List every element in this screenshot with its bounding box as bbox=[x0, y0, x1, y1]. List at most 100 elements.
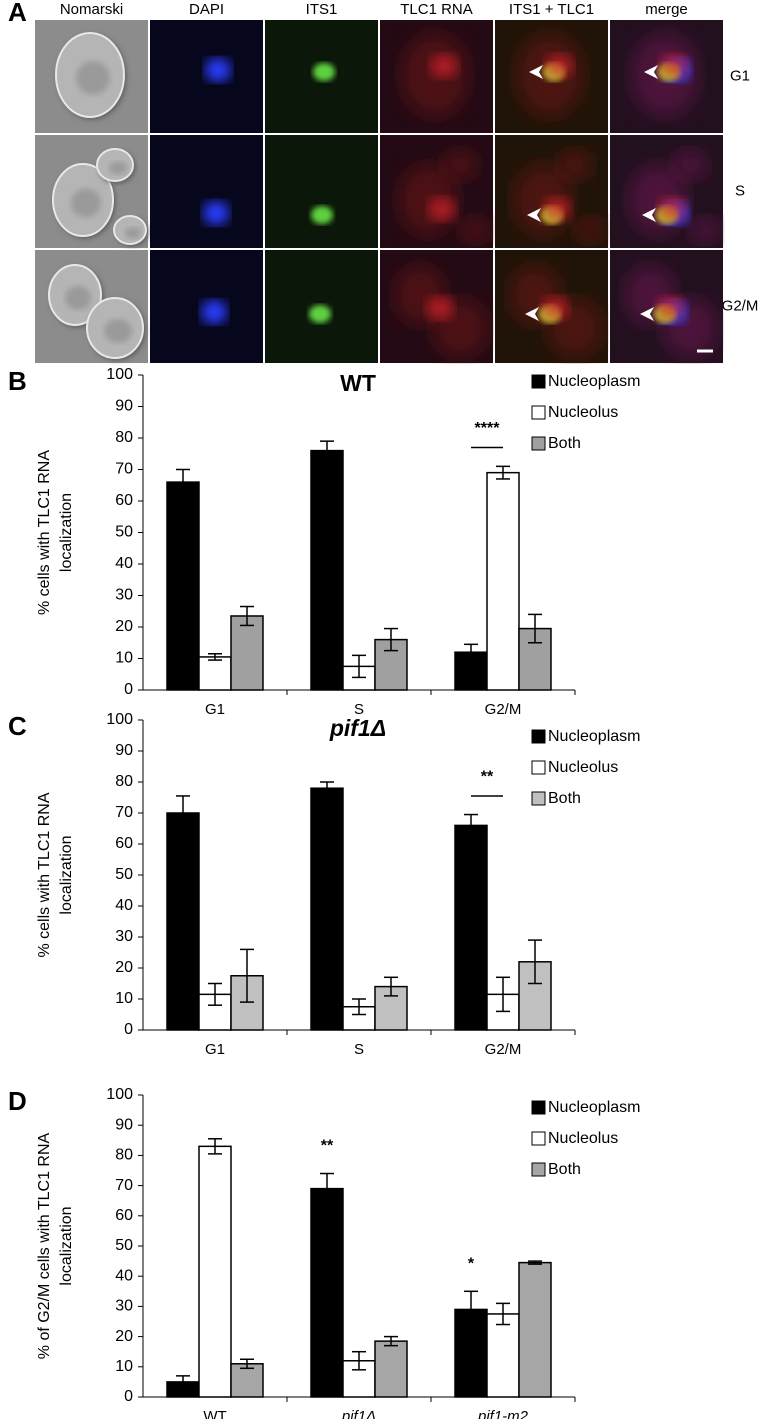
legend-label: Nucleoplasm bbox=[548, 1099, 640, 1116]
column-header: merge bbox=[645, 1, 688, 18]
micrograph bbox=[150, 250, 263, 363]
x-tick-label: G1 bbox=[205, 701, 225, 718]
error-bar bbox=[496, 976, 510, 1013]
x-tick-label: G2/M bbox=[485, 1041, 522, 1058]
micrograph bbox=[380, 250, 493, 363]
its1 bbox=[313, 63, 335, 81]
micrograph bbox=[265, 250, 378, 363]
bar bbox=[166, 812, 200, 1031]
bar bbox=[374, 1340, 408, 1398]
y-tick-label: 80 bbox=[115, 1147, 133, 1164]
y-tick-label: 0 bbox=[124, 1388, 133, 1405]
x-tick-label: WT bbox=[203, 1408, 226, 1419]
error-bar bbox=[320, 440, 334, 461]
panel-label: A bbox=[8, 0, 27, 27]
error-bar bbox=[464, 1290, 478, 1329]
cell-inner bbox=[65, 286, 91, 310]
micrograph bbox=[495, 135, 608, 248]
y-tick-label: 50 bbox=[115, 524, 133, 541]
error-bar bbox=[384, 627, 398, 652]
legend-label: Nucleoplasm bbox=[548, 373, 640, 390]
y-axis-label: % cells with TLC1 RNA bbox=[36, 450, 53, 615]
bar bbox=[518, 1261, 552, 1398]
y-tick-label: 70 bbox=[115, 461, 133, 478]
chart-title: WT bbox=[340, 370, 376, 396]
y-tick-label: 90 bbox=[115, 1116, 133, 1133]
y-tick-label: 40 bbox=[115, 897, 133, 914]
tlc1 bbox=[658, 197, 686, 221]
error-bar bbox=[464, 813, 478, 837]
bar bbox=[310, 449, 344, 691]
y-tick-label: 10 bbox=[115, 650, 133, 667]
micrograph bbox=[150, 20, 263, 133]
significance-label: ** bbox=[481, 769, 494, 786]
y-axis-label: % of G2/M cells with TLC1 RNA bbox=[36, 1132, 53, 1359]
arrowhead bbox=[642, 208, 656, 222]
bar bbox=[166, 481, 200, 691]
its1 bbox=[309, 305, 331, 323]
error-bar bbox=[240, 1358, 254, 1370]
error-bar bbox=[528, 1260, 542, 1265]
arrowhead bbox=[525, 307, 539, 321]
column-header: DAPI bbox=[189, 1, 224, 18]
row-label: S bbox=[735, 182, 745, 199]
bar bbox=[454, 824, 488, 1031]
image-bg bbox=[150, 20, 263, 133]
error-bar bbox=[240, 948, 254, 1003]
x-tick-label: S bbox=[354, 701, 364, 718]
micrograph bbox=[265, 135, 378, 248]
micrograph bbox=[495, 250, 608, 363]
error-bar bbox=[208, 1138, 222, 1155]
panel-label: D bbox=[8, 1086, 27, 1116]
error-bar bbox=[352, 654, 366, 679]
error-bar bbox=[464, 643, 478, 661]
legend-swatch bbox=[531, 405, 546, 420]
error-bar bbox=[240, 605, 254, 627]
y-tick-label: 70 bbox=[115, 804, 133, 821]
error-bar bbox=[320, 1172, 334, 1205]
arrowhead bbox=[644, 65, 658, 79]
micrograph bbox=[35, 135, 148, 248]
y-tick-label: 50 bbox=[115, 866, 133, 883]
y-tick-label: 0 bbox=[124, 1021, 133, 1038]
bar bbox=[198, 656, 232, 691]
y-axis-label: % cells with TLC1 RNA bbox=[36, 792, 53, 957]
y-tick-label: 60 bbox=[115, 1207, 133, 1224]
micrograph bbox=[380, 135, 493, 248]
error-bar bbox=[176, 1375, 190, 1389]
error-bar bbox=[176, 795, 190, 831]
y-tick-label: 90 bbox=[115, 742, 133, 759]
y-tick-label: 60 bbox=[115, 492, 133, 509]
dapi bbox=[203, 201, 229, 225]
micrograph bbox=[265, 20, 378, 133]
cell-inner bbox=[109, 161, 127, 175]
y-tick-label: 100 bbox=[106, 1086, 133, 1103]
y-tick-label: 70 bbox=[115, 1177, 133, 1194]
image-bg bbox=[150, 135, 263, 248]
tlc1 bbox=[428, 197, 456, 221]
x-tick-label: pif1Δ bbox=[341, 1408, 376, 1419]
y-tick-label: 80 bbox=[115, 773, 133, 790]
bar bbox=[230, 1363, 264, 1398]
error-bar bbox=[528, 613, 542, 644]
y-tick-label: 10 bbox=[115, 990, 133, 1007]
micrograph bbox=[35, 20, 148, 133]
image-bg bbox=[265, 135, 378, 248]
legend-swatch bbox=[531, 791, 546, 806]
legend-label: Nucleolus bbox=[548, 404, 618, 421]
bar bbox=[198, 1145, 232, 1398]
bar bbox=[310, 787, 344, 1031]
column-header: ITS1 + TLC1 bbox=[509, 1, 594, 18]
tlc1 bbox=[545, 54, 573, 78]
y-tick-label: 40 bbox=[115, 1267, 133, 1284]
row-label: G1 bbox=[730, 67, 750, 84]
cell-glow bbox=[574, 216, 606, 244]
dapi bbox=[201, 300, 227, 324]
bar bbox=[310, 1187, 344, 1398]
panel-label: C bbox=[8, 711, 27, 741]
cell-inner bbox=[125, 227, 141, 239]
cell-glow bbox=[442, 149, 478, 181]
y-axis-label: localization bbox=[58, 1206, 75, 1285]
y-tick-label: 100 bbox=[106, 711, 133, 728]
cell-glow bbox=[689, 216, 721, 244]
